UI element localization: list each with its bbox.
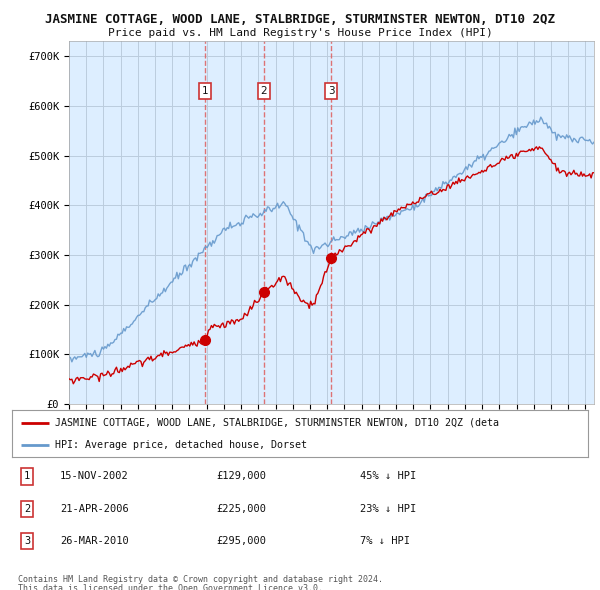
Text: 21-APR-2006: 21-APR-2006 bbox=[60, 504, 129, 514]
Text: JASMINE COTTAGE, WOOD LANE, STALBRIDGE, STURMINSTER NEWTON, DT10 2QZ: JASMINE COTTAGE, WOOD LANE, STALBRIDGE, … bbox=[45, 13, 555, 26]
Text: £295,000: £295,000 bbox=[216, 536, 266, 546]
Text: 23% ↓ HPI: 23% ↓ HPI bbox=[360, 504, 416, 514]
Text: HPI: Average price, detached house, Dorset: HPI: Average price, detached house, Dors… bbox=[55, 440, 307, 450]
Text: £225,000: £225,000 bbox=[216, 504, 266, 514]
Text: Contains HM Land Registry data © Crown copyright and database right 2024.: Contains HM Land Registry data © Crown c… bbox=[18, 575, 383, 584]
Text: 7% ↓ HPI: 7% ↓ HPI bbox=[360, 536, 410, 546]
Text: 15-NOV-2002: 15-NOV-2002 bbox=[60, 471, 129, 481]
Text: 3: 3 bbox=[328, 86, 334, 96]
Text: 2: 2 bbox=[260, 86, 267, 96]
Text: 3: 3 bbox=[24, 536, 30, 546]
Text: This data is licensed under the Open Government Licence v3.0.: This data is licensed under the Open Gov… bbox=[18, 584, 323, 590]
Text: Price paid vs. HM Land Registry's House Price Index (HPI): Price paid vs. HM Land Registry's House … bbox=[107, 28, 493, 38]
Text: 2: 2 bbox=[24, 504, 30, 514]
Text: 26-MAR-2010: 26-MAR-2010 bbox=[60, 536, 129, 546]
Text: 1: 1 bbox=[24, 471, 30, 481]
Text: £129,000: £129,000 bbox=[216, 471, 266, 481]
Text: 45% ↓ HPI: 45% ↓ HPI bbox=[360, 471, 416, 481]
Text: JASMINE COTTAGE, WOOD LANE, STALBRIDGE, STURMINSTER NEWTON, DT10 2QZ (deta: JASMINE COTTAGE, WOOD LANE, STALBRIDGE, … bbox=[55, 418, 499, 428]
Text: 1: 1 bbox=[202, 86, 208, 96]
